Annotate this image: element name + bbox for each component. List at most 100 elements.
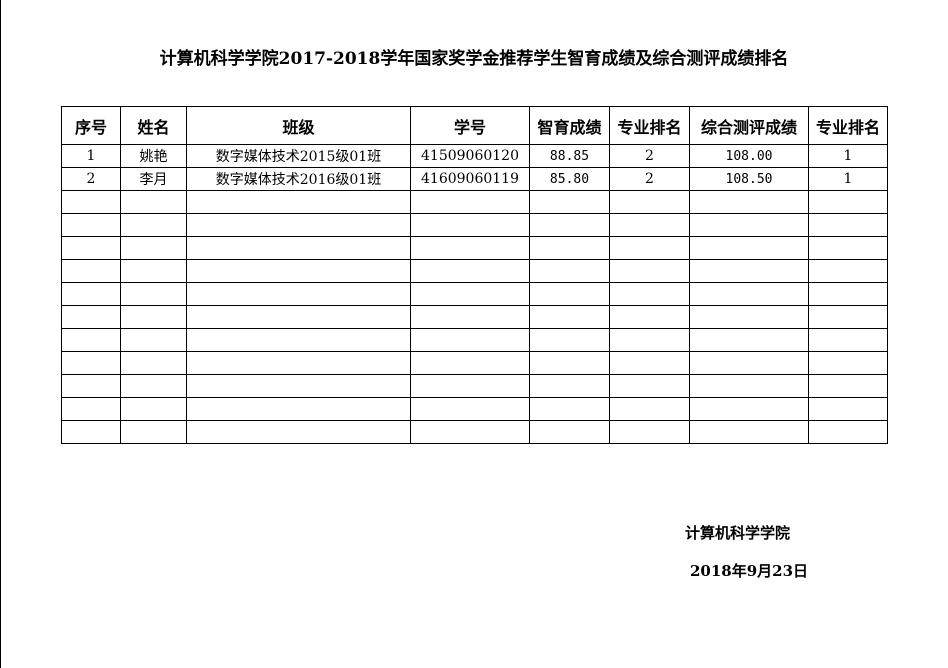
empty-row (61, 259, 888, 283)
empty-cell (689, 328, 809, 352)
table-cell: 41609060119 (410, 167, 530, 191)
empty-cell (410, 236, 530, 260)
empty-cell (689, 190, 809, 214)
table-cell: 108.00 (689, 144, 809, 168)
empty-cell (529, 282, 610, 306)
footer-org: 计算机科学学院 (685, 524, 791, 542)
empty-cell (186, 374, 411, 398)
empty-cell (689, 351, 809, 375)
empty-cell (120, 259, 187, 283)
table-cell: 数字媒体技术2015级01班 (186, 144, 411, 168)
empty-cell (410, 374, 530, 398)
empty-cell (689, 259, 809, 283)
empty-cell (61, 236, 121, 260)
empty-cell (529, 420, 610, 444)
table-cell: 1 (808, 144, 888, 168)
table-cell: 2 (61, 167, 121, 191)
empty-cell (186, 351, 411, 375)
empty-cell (120, 328, 187, 352)
empty-cell (689, 305, 809, 329)
empty-cell (609, 190, 690, 214)
empty-cell (609, 420, 690, 444)
table-cell: 41509060120 (410, 144, 530, 168)
empty-cell (120, 374, 187, 398)
empty-cell (609, 259, 690, 283)
table-cell: 85.80 (529, 167, 610, 191)
empty-cell (609, 305, 690, 329)
empty-cell (410, 397, 530, 421)
empty-cell (61, 305, 121, 329)
empty-cell (529, 397, 610, 421)
column-header: 班级 (186, 106, 411, 145)
empty-cell (609, 282, 690, 306)
empty-cell (529, 374, 610, 398)
empty-cell (120, 351, 187, 375)
empty-cell (609, 328, 690, 352)
empty-cell (186, 236, 411, 260)
empty-cell (61, 328, 121, 352)
footer-date: 2018年9月23日 (690, 562, 809, 580)
empty-row (61, 236, 888, 260)
empty-cell (61, 259, 121, 283)
empty-cell (808, 305, 888, 329)
empty-cell (529, 259, 610, 283)
document-title: 计算机科学学院2017-2018学年国家奖学金推荐学生智育成绩及综合测评成绩排名 (159, 49, 789, 69)
empty-cell (120, 213, 187, 237)
empty-cell (186, 190, 411, 214)
empty-row (61, 305, 888, 329)
empty-cell (410, 420, 530, 444)
empty-cell (410, 259, 530, 283)
empty-cell (61, 282, 121, 306)
empty-cell (808, 259, 888, 283)
column-header: 姓名 (120, 106, 187, 145)
empty-row (61, 374, 888, 398)
empty-cell (808, 351, 888, 375)
empty-row (61, 190, 888, 214)
empty-cell (61, 420, 121, 444)
empty-cell (120, 305, 187, 329)
empty-cell (529, 328, 610, 352)
table-cell: 姚艳 (120, 144, 187, 168)
table-cell: 108.50 (689, 167, 809, 191)
empty-cell (120, 190, 187, 214)
table-row: 1 姚艳 数字媒体技术2015级01班 41509060120 88.85 2 108.00… (61, 144, 888, 168)
empty-cell (410, 282, 530, 306)
empty-row (61, 282, 888, 306)
empty-row (61, 213, 888, 237)
empty-cell (529, 236, 610, 260)
empty-cell (61, 374, 121, 398)
empty-cell (808, 374, 888, 398)
empty-cell (529, 351, 610, 375)
empty-cell (808, 420, 888, 444)
empty-cell (808, 213, 888, 237)
empty-cell (529, 190, 610, 214)
empty-cell (61, 190, 121, 214)
empty-cell (120, 397, 187, 421)
empty-cell (61, 213, 121, 237)
empty-row (61, 328, 888, 352)
table-cell: 1 (61, 144, 121, 168)
empty-cell (186, 259, 411, 283)
empty-cell (808, 190, 888, 214)
empty-cell (410, 351, 530, 375)
empty-cell (529, 213, 610, 237)
empty-cell (808, 236, 888, 260)
column-header: 序号 (61, 106, 121, 145)
empty-cell (689, 374, 809, 398)
table-cell: 李月 (120, 167, 187, 191)
table-row: 2 李月 数字媒体技术2016级01班 41609060119 85.80 2 108.50… (61, 167, 888, 191)
table-cell: 2 (609, 144, 690, 168)
empty-cell (808, 397, 888, 421)
empty-cell (529, 305, 610, 329)
empty-cell (410, 213, 530, 237)
empty-cell (186, 213, 411, 237)
empty-cell (410, 305, 530, 329)
table-cell: 数字媒体技术2016级01班 (186, 167, 411, 191)
empty-cell (689, 236, 809, 260)
empty-cell (609, 213, 690, 237)
page-left-border (0, 0, 1, 668)
empty-cell (410, 328, 530, 352)
empty-cell (120, 282, 187, 306)
empty-cell (609, 374, 690, 398)
table-cell: 2 (609, 167, 690, 191)
